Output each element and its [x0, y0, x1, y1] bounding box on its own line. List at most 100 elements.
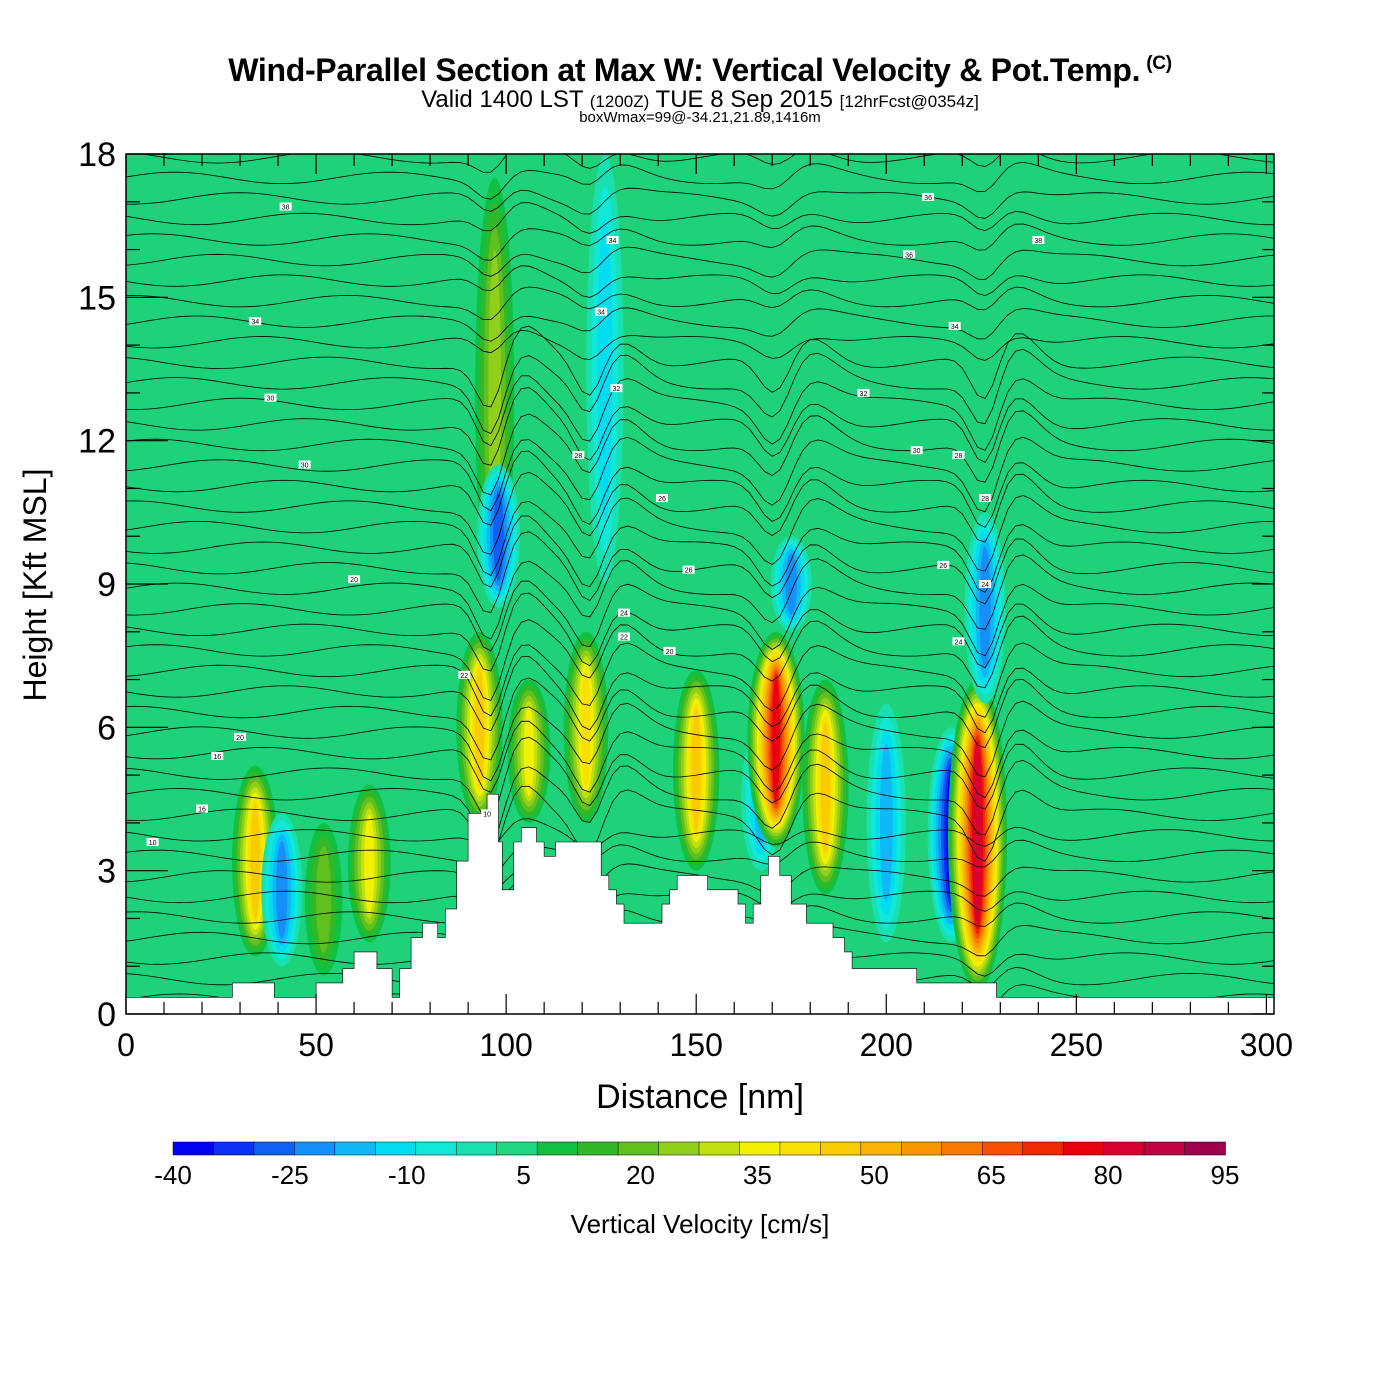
theta-contour: [126, 410, 1274, 496]
theta-contour: [126, 655, 1274, 734]
theta-contour: [126, 387, 1274, 466]
colorbar-swatch: [658, 1141, 700, 1156]
colorbar-swatch: [820, 1141, 862, 1156]
colorbar-swatch: [1143, 1141, 1186, 1156]
contour-label-bg: [617, 608, 630, 617]
contour-label: 22: [460, 673, 468, 680]
colorbar-swatch: [779, 1141, 822, 1156]
colorbar-swatch: [172, 1141, 215, 1156]
w-cell-14: [802, 679, 849, 895]
contour-label-bg: [610, 384, 623, 393]
contour-label: 32: [612, 386, 620, 393]
contour-label-bg: [458, 670, 471, 679]
w-cell-2: [304, 822, 343, 976]
contour-label-bg: [249, 317, 262, 326]
contour-label-bg: [348, 575, 361, 584]
contour-label-bg: [617, 632, 630, 641]
y-tick-label: 3: [97, 853, 116, 891]
contour-labels: 10 16 16 20 20 20 22 22 24 24 24 26 26 26 28 28 28 30 30 30…: [146, 193, 1045, 847]
terrain: [126, 793, 1274, 1014]
contour-label: 38: [1034, 238, 1042, 245]
x-axis: 0 50 100 150 200 250 300: [117, 154, 1293, 1063]
theta-contour: [126, 677, 1274, 761]
w-level: [691, 709, 701, 832]
colorbar-swatch: [213, 1141, 255, 1156]
contour-label: 36: [924, 195, 932, 202]
contour-label: 32: [860, 391, 868, 398]
theta-contour: [126, 246, 1274, 281]
theta-contour: [126, 531, 1274, 613]
contour-label-bg: [298, 460, 311, 469]
colorbar-swatch: [253, 1141, 296, 1156]
theta-contour: [126, 642, 1274, 718]
colorbar-swatch: [577, 1141, 619, 1156]
x-tick-label: 0: [117, 1027, 135, 1063]
theta-contour: [126, 329, 1274, 361]
chart-title-text: Wind-Parallel Section at Max W: Vertical…: [228, 52, 1141, 88]
theta-contour: [126, 818, 1274, 850]
w-level: [364, 814, 375, 913]
y-tick-label: 6: [97, 709, 116, 747]
theta-contour: [126, 202, 1274, 234]
theta-contour: [126, 450, 1274, 528]
theta-contour: [126, 592, 1274, 672]
contour-label: 26: [939, 563, 947, 570]
y-tick-label: 15: [78, 279, 116, 317]
theta-contour: [126, 161, 1274, 200]
colorbar-swatch: [455, 1141, 498, 1156]
colorbar-tick-label: -10: [388, 1160, 426, 1190]
colorbar-swatch: [375, 1141, 417, 1156]
theta-contour: [126, 615, 1274, 701]
contour-label-bg: [655, 494, 668, 502]
contour-label: 34: [251, 319, 259, 326]
theta-contour: [126, 580, 1274, 657]
contour-label: 38: [282, 205, 290, 212]
colorbar-swatch: [739, 1141, 781, 1156]
contour-label: 20: [666, 649, 674, 656]
w-cell-7: [507, 679, 551, 823]
contour-label: 28: [981, 496, 989, 503]
contour-label-bg: [682, 565, 695, 574]
colorbar-swatch: [1022, 1141, 1064, 1156]
theta-contour: [126, 223, 1274, 261]
colorbar-swatch: [294, 1141, 336, 1156]
forecast-info: [12hrFcst@0354z]: [839, 92, 979, 111]
contour-label-bg: [937, 560, 950, 569]
theta-contour: [126, 736, 1274, 819]
contour-label: 16: [198, 807, 206, 814]
colorbar-swatch: [860, 1141, 903, 1156]
x-tick-label: 250: [1050, 1027, 1103, 1063]
contour-label: 30: [267, 396, 275, 403]
x-tick-label: 300: [1240, 1027, 1293, 1063]
theta-contour: [126, 375, 1274, 451]
contour-label: 34: [951, 324, 959, 331]
contour-label-bg: [196, 804, 209, 813]
theta-contour: [126, 436, 1274, 513]
theta-contour: [126, 471, 1274, 555]
w-level: [973, 744, 982, 925]
w-level: [597, 218, 613, 520]
y-tick-label: 0: [97, 996, 116, 1034]
theta-contour: [126, 495, 1274, 577]
contour-label-bg: [264, 393, 277, 402]
w-cell-9: [586, 154, 624, 584]
colorbar-swatch: [1062, 1141, 1105, 1156]
contour-label: 10: [483, 811, 491, 818]
theta-contour: [126, 839, 1274, 878]
contour-label-bg: [606, 236, 619, 244]
colorbar-tick-label: -25: [271, 1160, 309, 1190]
contour-label-bg: [910, 446, 923, 455]
colorbar-label: Vertical Velocity [cm/s]: [571, 1209, 830, 1239]
colorbar-tick-label: 20: [626, 1160, 655, 1190]
contour-label-bg: [146, 838, 159, 846]
contour-label: 34: [597, 310, 605, 317]
w-level: [879, 743, 893, 903]
theta-contour: [126, 515, 1274, 593]
colorbar-swatch: [536, 1141, 579, 1156]
w-cell-15: [866, 703, 906, 943]
contour-label: 28: [955, 453, 963, 460]
colorbar: -40 -25 -10 5 20 35 50 65 80 95: [154, 1141, 1239, 1190]
colorbar-swatch: [1103, 1141, 1145, 1156]
contour-label-bg: [952, 451, 965, 459]
